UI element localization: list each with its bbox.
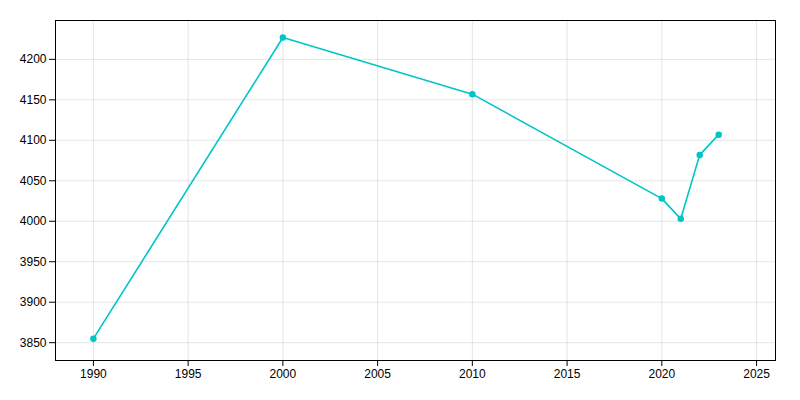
svg-text:2020: 2020 — [648, 367, 675, 381]
svg-text:1990: 1990 — [80, 367, 107, 381]
svg-text:2000: 2000 — [270, 367, 297, 381]
svg-text:3950: 3950 — [20, 255, 47, 269]
svg-text:4050: 4050 — [20, 174, 47, 188]
svg-text:4200: 4200 — [20, 52, 47, 66]
svg-text:2015: 2015 — [554, 367, 581, 381]
svg-text:2005: 2005 — [364, 367, 391, 381]
svg-text:4000: 4000 — [20, 214, 47, 228]
svg-text:2025: 2025 — [743, 367, 770, 381]
svg-text:2010: 2010 — [459, 367, 486, 381]
svg-text:3850: 3850 — [20, 336, 47, 350]
svg-text:4100: 4100 — [20, 133, 47, 147]
svg-text:4150: 4150 — [20, 93, 47, 107]
svg-text:1995: 1995 — [175, 367, 202, 381]
svg-text:3900: 3900 — [20, 295, 47, 309]
